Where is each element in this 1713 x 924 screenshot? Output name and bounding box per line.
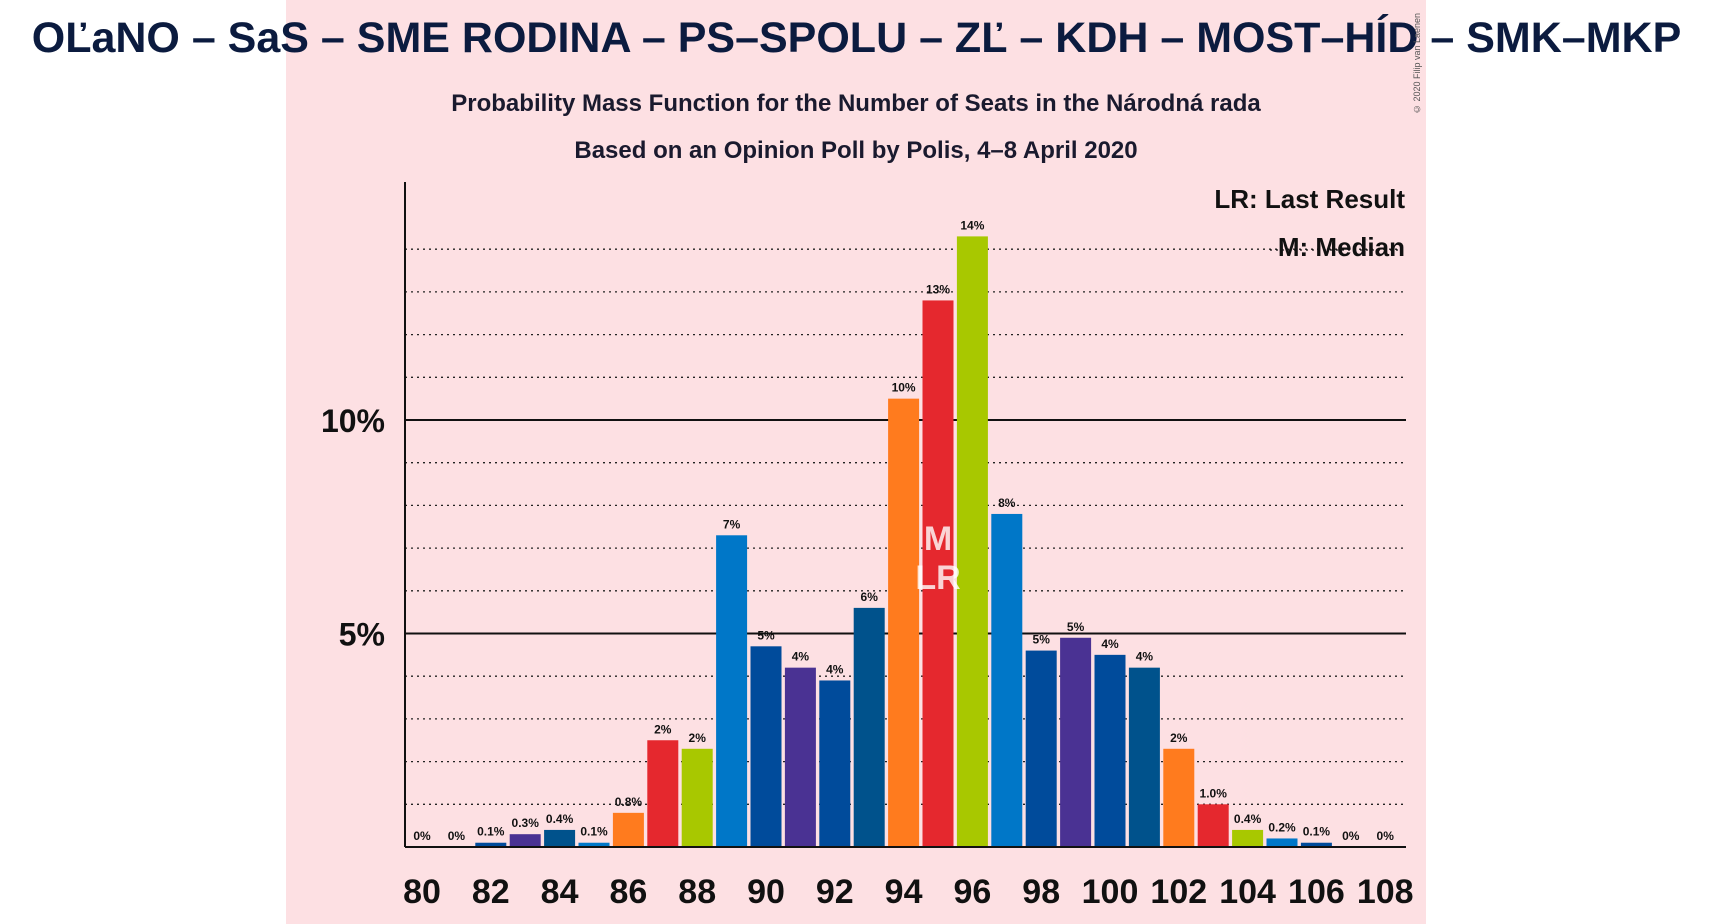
bar-seat-93 (853, 607, 885, 847)
data-label: 0.4% (1234, 812, 1262, 826)
x-tick-label: 80 (403, 873, 441, 911)
data-label: 0.8% (615, 795, 643, 809)
x-tick-label: 106 (1288, 873, 1345, 911)
bar-seat-88 (681, 748, 713, 847)
bar-seat-86 (612, 812, 644, 847)
data-label: 10% (892, 381, 916, 395)
poll-source-line: Based on an Opinion Poll by Polis, 4–8 A… (574, 137, 1138, 164)
bar-seat-94 (888, 398, 920, 847)
x-tick-label: 84 (541, 873, 579, 911)
data-label: 5% (1033, 633, 1051, 647)
bar-seat-105 (1266, 838, 1298, 847)
data-label: 0% (1377, 829, 1395, 843)
data-label: 0% (448, 829, 466, 843)
bar-seat-96 (956, 236, 988, 847)
data-label: 8% (998, 496, 1016, 510)
bar-seat-90 (750, 646, 782, 847)
x-tick-label: 88 (678, 873, 716, 911)
x-tick-label: 82 (472, 873, 510, 911)
bar-seat-87 (647, 740, 679, 847)
bar-seat-85 (578, 842, 610, 847)
x-tick-label: 86 (609, 873, 647, 911)
x-tick-label: 96 (953, 873, 991, 911)
bar-seat-83 (509, 834, 541, 847)
bar-seat-97 (991, 513, 1023, 847)
data-label: 2% (689, 731, 707, 745)
bar-seat-104 (1232, 829, 1264, 847)
bar-seat-101 (1128, 667, 1160, 847)
data-label: 14% (960, 218, 984, 232)
data-label: 2% (654, 722, 672, 736)
data-label: 0.2% (1268, 820, 1296, 834)
data-label: 2% (1170, 731, 1188, 745)
legend-median: M: Median (1277, 232, 1405, 262)
x-tick-label: 100 (1082, 873, 1139, 911)
data-label: 4% (792, 650, 810, 664)
bar-seat-103 (1197, 804, 1229, 847)
x-tick-label: 108 (1357, 873, 1414, 911)
data-labels-group: 0% 0% 0.1% 0.3% 0.4% 0.1% 0.8% 2% 2% 7% 5% 4% 4% 6% 10… (413, 218, 1394, 843)
data-label: 0% (413, 829, 431, 843)
data-label: 0.1% (1303, 825, 1331, 839)
bar-seat-82 (475, 842, 507, 847)
data-label: 1.0% (1200, 786, 1228, 800)
data-label: 0.1% (477, 825, 505, 839)
data-label: 13% (926, 282, 950, 296)
bar-seat-89 (716, 535, 748, 847)
bar-seat-92 (819, 680, 851, 847)
bar-seat-84 (544, 829, 576, 847)
bar-seat-95 (922, 300, 954, 847)
data-label: 0% (1342, 829, 1360, 843)
x-tick-label: 104 (1219, 873, 1276, 911)
axes-group: 5% 10% 80 82 84 86 88 90 92 94 96 98 100 102 104 106 108 (321, 182, 1414, 911)
median-marker: M (924, 520, 952, 558)
bar-seat-102 (1163, 748, 1195, 847)
data-label: 0.3% (512, 816, 540, 830)
last-result-marker: LR (915, 559, 960, 597)
bar-seat-91 (784, 667, 816, 847)
bar-seat-100 (1094, 654, 1126, 847)
data-label: 5% (1067, 620, 1085, 634)
data-label: 7% (723, 517, 741, 531)
data-label: 4% (1136, 650, 1154, 664)
data-label: 0.4% (546, 812, 574, 826)
chart-title: OĽaNO – SaS – SME RODINA – PS–SPOLU – ZĽ… (31, 14, 1682, 62)
x-tick-label: 92 (816, 873, 854, 911)
data-label: 6% (861, 590, 879, 604)
bar-seat-98 (1025, 650, 1057, 847)
x-tick-label: 102 (1150, 873, 1207, 911)
legend-last-result: LR: Last Result (1214, 184, 1405, 214)
x-tick-label: 94 (885, 873, 923, 911)
x-tick-label: 90 (747, 873, 785, 911)
bar-seat-106 (1300, 842, 1332, 847)
bars-group (475, 236, 1332, 847)
x-tick-label: 98 (1022, 873, 1060, 911)
data-label: 4% (826, 662, 844, 676)
y-tick-label: 10% (321, 403, 385, 439)
bar-seat-99 (1060, 637, 1092, 847)
data-label: 0.1% (580, 825, 608, 839)
chart-subtitle: Probability Mass Function for the Number… (451, 90, 1261, 117)
data-label: 5% (757, 628, 775, 642)
data-label: 4% (1101, 637, 1119, 651)
y-tick-label: 5% (339, 617, 385, 653)
